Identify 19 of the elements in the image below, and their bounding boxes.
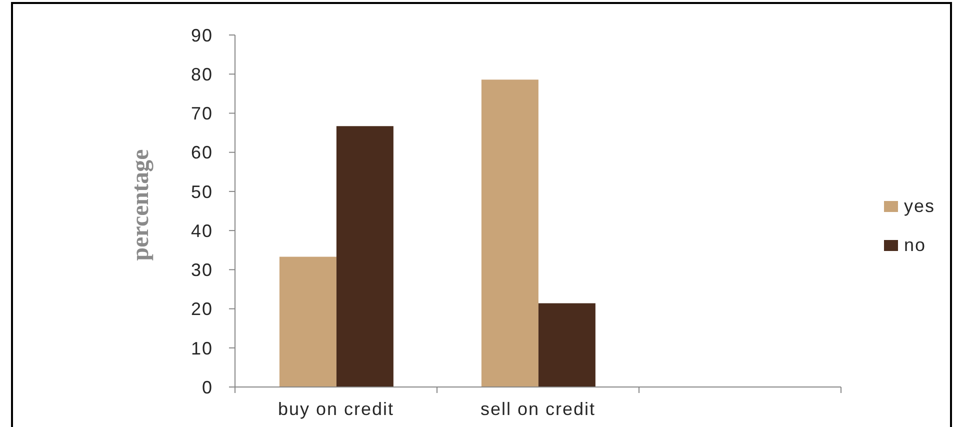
y-tick-label: 0 xyxy=(202,377,213,398)
y-tick-label: 50 xyxy=(190,182,213,202)
y-tick-label: 60 xyxy=(190,142,213,163)
legend-label: no xyxy=(904,234,926,256)
y-tick-label: 10 xyxy=(190,338,213,358)
y-tick-label: 30 xyxy=(190,260,213,280)
legend-label: yes xyxy=(904,196,936,216)
y-tick-label: 40 xyxy=(190,220,213,241)
bar xyxy=(538,303,596,387)
bar xyxy=(481,80,538,387)
y-tick-label: 20 xyxy=(190,299,213,320)
y-tick-label: 70 xyxy=(190,104,213,124)
y-tick-label: 80 xyxy=(190,64,213,84)
x-tick-label: buy on credit xyxy=(278,399,394,419)
y-tick-label: 90 xyxy=(190,25,213,46)
x-tick-label: sell on credit xyxy=(480,399,596,419)
y-axis-title: percentage xyxy=(128,148,154,261)
bar xyxy=(336,126,394,387)
bar xyxy=(279,256,336,387)
